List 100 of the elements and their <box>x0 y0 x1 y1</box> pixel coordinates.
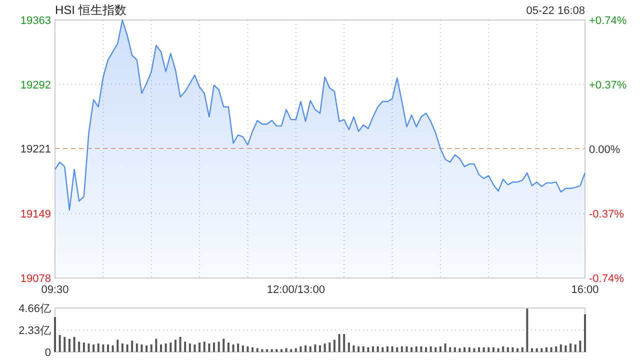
bar <box>362 346 364 352</box>
bar <box>314 344 316 352</box>
bar <box>574 344 576 352</box>
bar <box>400 346 403 352</box>
bar <box>425 347 427 352</box>
bar <box>473 348 476 352</box>
y2-tick-label: -0.74% <box>589 273 624 285</box>
bar <box>584 314 586 352</box>
bar <box>579 340 582 352</box>
bar <box>324 344 326 352</box>
bar <box>564 345 567 352</box>
bar <box>488 347 490 352</box>
bar <box>150 344 152 352</box>
bar <box>410 347 413 352</box>
bar <box>78 342 80 352</box>
bar <box>252 347 254 352</box>
x-tick-label: 12:00/13:00 <box>266 284 325 296</box>
bar <box>512 347 514 352</box>
bar <box>246 346 249 352</box>
bar <box>348 342 350 352</box>
bar <box>300 346 302 352</box>
x-tick-label: 16:00 <box>571 284 599 296</box>
bar <box>126 344 128 352</box>
bar <box>136 344 138 352</box>
bar <box>116 340 119 352</box>
bar <box>454 347 456 352</box>
bar <box>468 347 470 352</box>
y-tick-label: 19363 <box>20 15 51 27</box>
bar <box>550 347 552 352</box>
y2-tick-label: +0.74% <box>589 15 627 27</box>
bar <box>376 346 379 352</box>
bar <box>107 344 109 352</box>
y-tick-label: 4.66亿 <box>18 303 51 315</box>
bar <box>497 348 500 352</box>
bar <box>406 346 408 352</box>
bar <box>203 342 206 352</box>
bar <box>444 344 446 352</box>
bar <box>261 349 264 352</box>
bar <box>280 349 282 352</box>
bar <box>570 344 572 352</box>
bar <box>333 340 336 352</box>
bar <box>54 317 56 352</box>
bar <box>97 344 100 352</box>
bar <box>290 349 292 352</box>
bar <box>420 346 422 352</box>
y2-tick-label: 0.00% <box>589 144 620 156</box>
y-tick-label: 0 <box>44 347 51 359</box>
chart-subtitle: 05-22 16:08 <box>526 5 585 17</box>
bar <box>88 344 90 352</box>
bar <box>526 308 528 352</box>
bar <box>372 346 374 352</box>
bar <box>68 338 70 352</box>
bar <box>232 344 234 352</box>
bar <box>270 349 273 352</box>
bar <box>227 342 230 352</box>
bar <box>540 348 543 352</box>
bar <box>309 346 312 352</box>
bar <box>164 344 167 352</box>
bar <box>64 336 66 352</box>
bar <box>213 342 215 352</box>
bar <box>208 344 210 352</box>
bar <box>367 347 370 352</box>
bar <box>170 342 172 352</box>
bar <box>184 342 186 352</box>
bar <box>222 338 225 352</box>
bar <box>131 340 134 352</box>
y-tick-label: 19292 <box>20 79 51 92</box>
chart-title: HSI 恒生指数 <box>55 3 126 17</box>
bar <box>92 344 95 352</box>
y-tick-label: 19221 <box>20 144 51 156</box>
bar <box>506 347 509 352</box>
bar <box>382 347 384 352</box>
bar <box>174 340 176 352</box>
bar <box>266 349 268 352</box>
y-tick-label: 2.33亿 <box>18 325 51 337</box>
bar <box>516 348 519 352</box>
bar <box>560 344 562 352</box>
bar <box>434 347 437 352</box>
bar <box>343 334 346 352</box>
bar <box>531 348 533 352</box>
bar <box>415 346 418 352</box>
bar <box>121 344 124 352</box>
bar <box>285 348 288 352</box>
bar <box>458 348 461 352</box>
bar <box>256 348 258 352</box>
bar <box>188 344 191 352</box>
bar <box>112 345 114 352</box>
bar <box>276 349 278 352</box>
bar <box>386 346 388 352</box>
bar <box>338 334 340 352</box>
x-tick-label: 09:30 <box>41 284 69 296</box>
bar <box>294 348 297 352</box>
bar <box>237 344 240 352</box>
bar <box>352 345 355 352</box>
bar <box>482 347 485 352</box>
y-tick-label: 19149 <box>20 208 51 221</box>
bar <box>536 348 538 352</box>
bar <box>545 347 548 352</box>
bar <box>58 335 61 352</box>
bar <box>242 345 244 352</box>
